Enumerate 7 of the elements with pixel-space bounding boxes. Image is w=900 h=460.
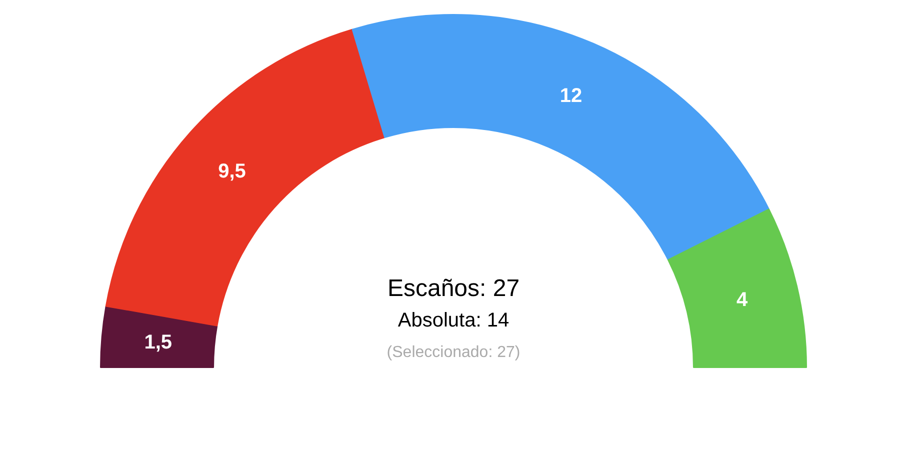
data-label: 4: [736, 289, 748, 312]
data-label: 9,5: [218, 160, 246, 182]
text: (Seleccionado: 27): [386, 344, 520, 361]
data-label: 12: [560, 85, 582, 108]
text: Escaños: 27: [387, 275, 520, 302]
text: Absoluta: 14: [398, 310, 510, 332]
data-label: 1,5: [144, 332, 172, 354]
